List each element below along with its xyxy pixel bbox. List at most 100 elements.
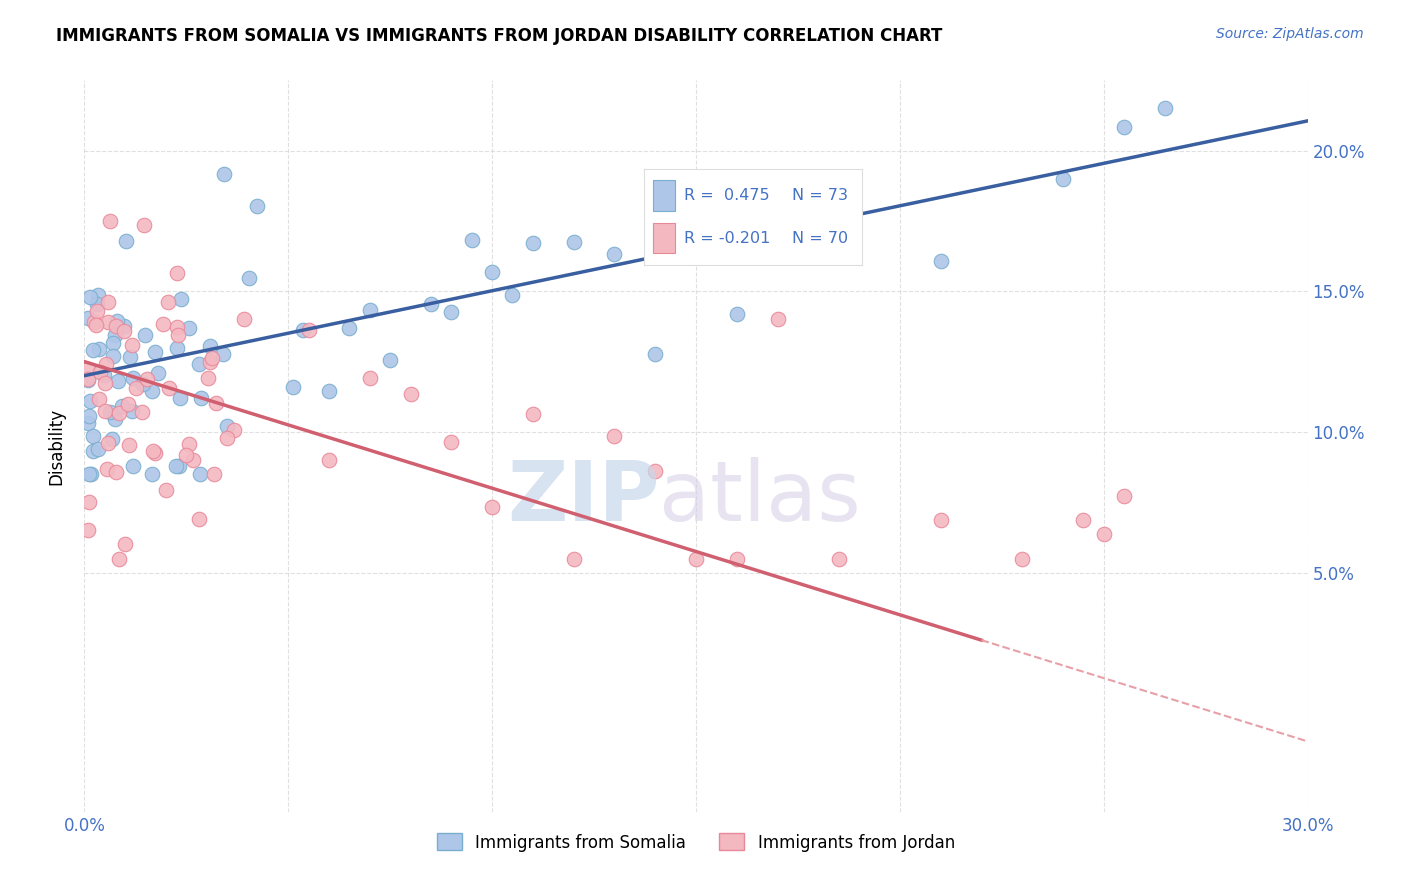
Point: [165, 458, 187, 473]
Point: [440, 304, 463, 318]
Point: [105, 318, 128, 333]
Point: [108, 406, 131, 420]
Point: [1011, 551, 1033, 566]
Point: [114, 537, 136, 551]
Point: [177, 321, 200, 335]
Point: [187, 357, 209, 371]
Point: [107, 551, 129, 566]
Point: [420, 297, 443, 311]
Point: [79, 290, 101, 304]
Point: [197, 371, 219, 385]
Point: [132, 377, 155, 392]
Point: [77, 524, 100, 538]
Point: [222, 423, 245, 437]
Point: [93, 368, 115, 382]
Point: [155, 483, 177, 497]
Point: [169, 391, 191, 405]
Point: [82, 443, 104, 458]
Point: [181, 453, 204, 467]
Point: [685, 179, 707, 194]
Point: [118, 350, 141, 364]
Point: [141, 467, 163, 482]
Point: [112, 325, 135, 339]
Point: [562, 235, 585, 250]
Point: [522, 236, 544, 251]
Point: [94, 357, 117, 371]
Point: [89, 392, 111, 406]
Point: [157, 380, 180, 394]
Point: [142, 444, 165, 458]
Point: [201, 351, 224, 366]
Point: [98, 214, 121, 228]
Point: [211, 347, 233, 361]
Point: [170, 292, 193, 306]
Point: [122, 458, 145, 473]
Point: [198, 355, 221, 369]
Text: ZIP: ZIP: [506, 457, 659, 538]
Point: [107, 374, 129, 388]
Point: [202, 467, 225, 482]
Point: [318, 453, 340, 467]
Point: [1052, 171, 1074, 186]
Point: [603, 428, 626, 442]
Point: [77, 373, 100, 387]
Point: [86, 318, 108, 332]
Y-axis label: Disability: Disability: [48, 408, 66, 484]
Point: [217, 419, 239, 434]
Point: [291, 323, 314, 337]
Point: [166, 328, 188, 343]
Legend: Immigrants from Somalia, Immigrants from Jordan: Immigrants from Somalia, Immigrants from…: [430, 827, 962, 858]
Point: [152, 318, 174, 332]
Point: [134, 328, 156, 343]
Point: [86, 296, 108, 310]
Point: [121, 404, 143, 418]
Point: [929, 513, 952, 527]
Point: [96, 462, 118, 476]
Point: [143, 344, 166, 359]
Point: [481, 265, 503, 279]
Point: [97, 315, 120, 329]
Point: [111, 399, 134, 413]
Point: [86, 304, 108, 318]
Point: [80, 467, 103, 482]
Point: [1073, 513, 1095, 527]
Point: [87, 442, 110, 457]
Point: [79, 394, 101, 409]
Point: [1114, 120, 1136, 135]
Point: [112, 319, 135, 334]
Point: [644, 464, 666, 478]
Point: [166, 341, 188, 355]
Point: [82, 429, 104, 443]
Point: [198, 339, 221, 353]
Point: [603, 247, 626, 261]
Point: [522, 407, 544, 421]
Point: [212, 167, 235, 181]
Point: [145, 446, 167, 460]
Point: [101, 335, 124, 350]
Point: [828, 551, 851, 566]
Point: [1092, 526, 1115, 541]
Point: [380, 353, 402, 368]
Point: [215, 431, 238, 445]
Point: [190, 391, 212, 405]
FancyBboxPatch shape: [652, 223, 675, 253]
Point: [167, 459, 190, 474]
Point: [94, 404, 117, 418]
Point: [166, 266, 188, 280]
Point: [725, 307, 748, 321]
Point: [82, 343, 104, 358]
Point: [156, 294, 179, 309]
Point: [188, 467, 211, 482]
Point: [117, 397, 139, 411]
Point: [105, 313, 128, 327]
Point: [101, 349, 124, 363]
Point: [83, 315, 105, 329]
Point: [339, 320, 361, 334]
Point: [89, 365, 111, 379]
Text: N = 73: N = 73: [793, 188, 848, 203]
Point: [131, 405, 153, 419]
Point: [562, 551, 585, 566]
Point: [1154, 102, 1177, 116]
Point: [1114, 489, 1136, 503]
Point: [77, 372, 100, 386]
